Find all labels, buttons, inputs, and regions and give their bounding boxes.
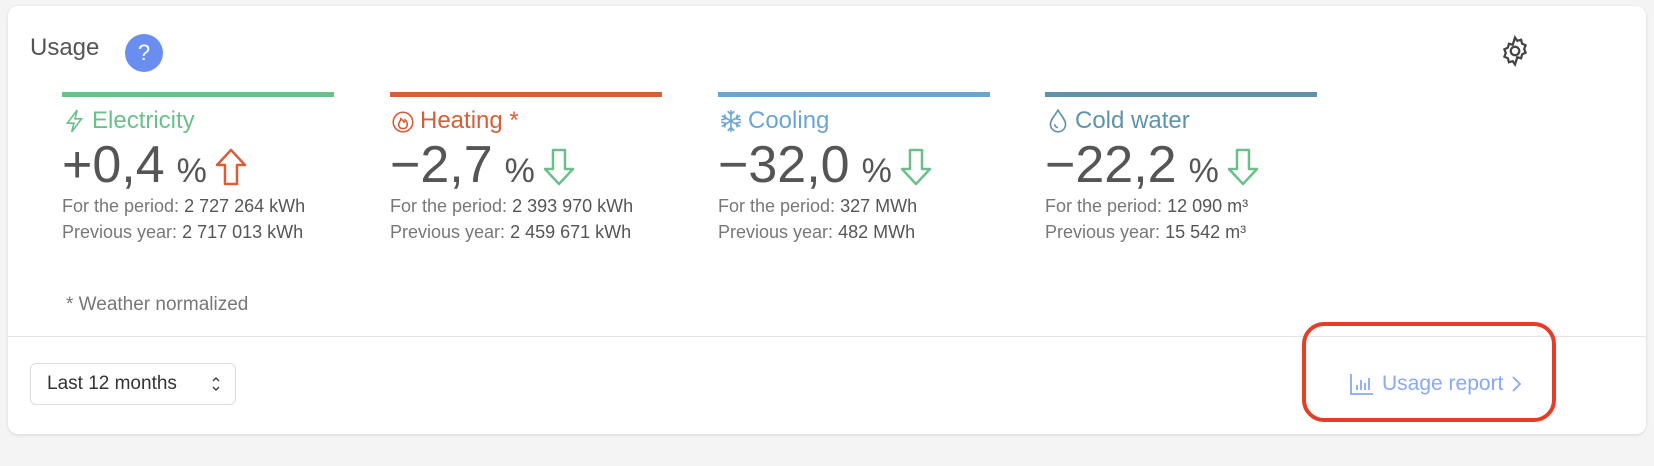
previous-value: 2 717 013 kWh — [182, 222, 304, 242]
previous-value: 2 459 671 kWh — [510, 222, 632, 242]
period-label: For the period: — [1045, 196, 1163, 216]
card-title: Usage — [30, 34, 100, 61]
metric-unit: % — [176, 152, 207, 190]
usage-report-link[interactable]: Usage report — [1350, 372, 1523, 396]
metric-color-bar — [390, 92, 662, 97]
period-label: For the period: — [718, 196, 836, 216]
arrow-down-icon — [543, 148, 575, 186]
arrow-down-icon — [1227, 148, 1259, 186]
arrow-up-icon — [215, 148, 247, 186]
metric-value-row: −22,2 % — [1045, 135, 1317, 193]
previous-value: 482 MWh — [838, 222, 916, 242]
chevron-updown-icon — [211, 364, 221, 419]
weather-note: * Weather normalized — [66, 294, 249, 315]
previous-line: Previous year: 2 459 671 kWh — [390, 219, 662, 245]
period-value: 12 090 m³ — [1167, 196, 1249, 216]
metric-value: −22,2 — [1045, 136, 1177, 194]
previous-label: Previous year: — [1045, 222, 1161, 242]
metric-color-bar — [718, 92, 990, 97]
metric-value: −2,7 — [390, 136, 493, 194]
metric-heating: Heating * −2,7 % For the period: 2 393 9… — [390, 92, 662, 245]
period-line: For the period: 12 090 m³ — [1045, 193, 1317, 219]
previous-label: Previous year: — [718, 222, 834, 242]
metric-name-row: Cooling — [718, 107, 990, 135]
period-line: For the period: 2 727 264 kWh — [62, 193, 334, 219]
droplet-icon — [1049, 108, 1067, 133]
metric-cold-water: Cold water −22,2 % For the period: 12 09… — [1045, 92, 1317, 245]
period-line: For the period: 2 393 970 kWh — [390, 193, 662, 219]
previous-value: 15 542 m³ — [1165, 222, 1247, 242]
divider — [8, 336, 1646, 337]
previous-line: Previous year: 15 542 m³ — [1045, 219, 1317, 245]
metric-unit: % — [861, 152, 892, 190]
previous-label: Previous year: — [62, 222, 178, 242]
metric-electricity: Electricity +0,4 % For the period: 2 727… — [62, 92, 334, 245]
flame-icon — [392, 111, 414, 133]
previous-line: Previous year: 2 717 013 kWh — [62, 219, 334, 245]
metric-name: Heating * — [420, 107, 519, 134]
previous-line: Previous year: 482 MWh — [718, 219, 990, 245]
period-line: For the period: 327 MWh — [718, 193, 990, 219]
lightning-icon — [65, 109, 84, 133]
metric-color-bar — [62, 92, 334, 97]
period-value: 2 727 264 kWh — [184, 196, 306, 216]
usage-report-label: Usage report — [1382, 372, 1504, 395]
period-label: For the period: — [390, 196, 508, 216]
metric-value-row: −2,7 % — [390, 135, 662, 193]
period-value: 327 MWh — [840, 196, 918, 216]
highlight-annotation — [1302, 322, 1556, 422]
period-value: 2 393 970 kWh — [512, 196, 634, 216]
metric-name: Cooling — [748, 107, 830, 134]
metric-value: +0,4 — [62, 136, 165, 194]
metric-name-row: Heating * — [390, 107, 662, 135]
snowflake-icon — [721, 110, 741, 132]
usage-card: Usage ? Electricity +0,4 % For the perio… — [8, 6, 1646, 434]
metric-value: −32,0 — [718, 136, 850, 194]
period-select-value: Last 12 months — [47, 373, 177, 394]
previous-label: Previous year: — [390, 222, 506, 242]
metric-unit: % — [504, 152, 535, 190]
question-icon[interactable]: ? — [125, 34, 163, 72]
metric-value-row: −32,0 % — [718, 135, 990, 193]
arrow-down-icon — [900, 148, 932, 186]
bar-chart-icon — [1350, 374, 1373, 395]
chevron-right-icon — [1512, 376, 1522, 392]
period-select[interactable]: Last 12 months — [30, 363, 236, 405]
metric-name-row: Cold water — [1045, 107, 1317, 135]
metric-name: Electricity — [92, 107, 195, 134]
period-label: For the period: — [62, 196, 180, 216]
metric-unit: % — [1188, 152, 1219, 190]
metric-name-row: Electricity — [62, 107, 334, 135]
metric-cooling: Cooling −32,0 % For the period: 327 MWh … — [718, 92, 990, 245]
metric-name: Cold water — [1075, 107, 1190, 134]
gear-icon[interactable] — [1498, 34, 1532, 68]
metric-color-bar — [1045, 92, 1317, 97]
metric-value-row: +0,4 % — [62, 135, 334, 193]
